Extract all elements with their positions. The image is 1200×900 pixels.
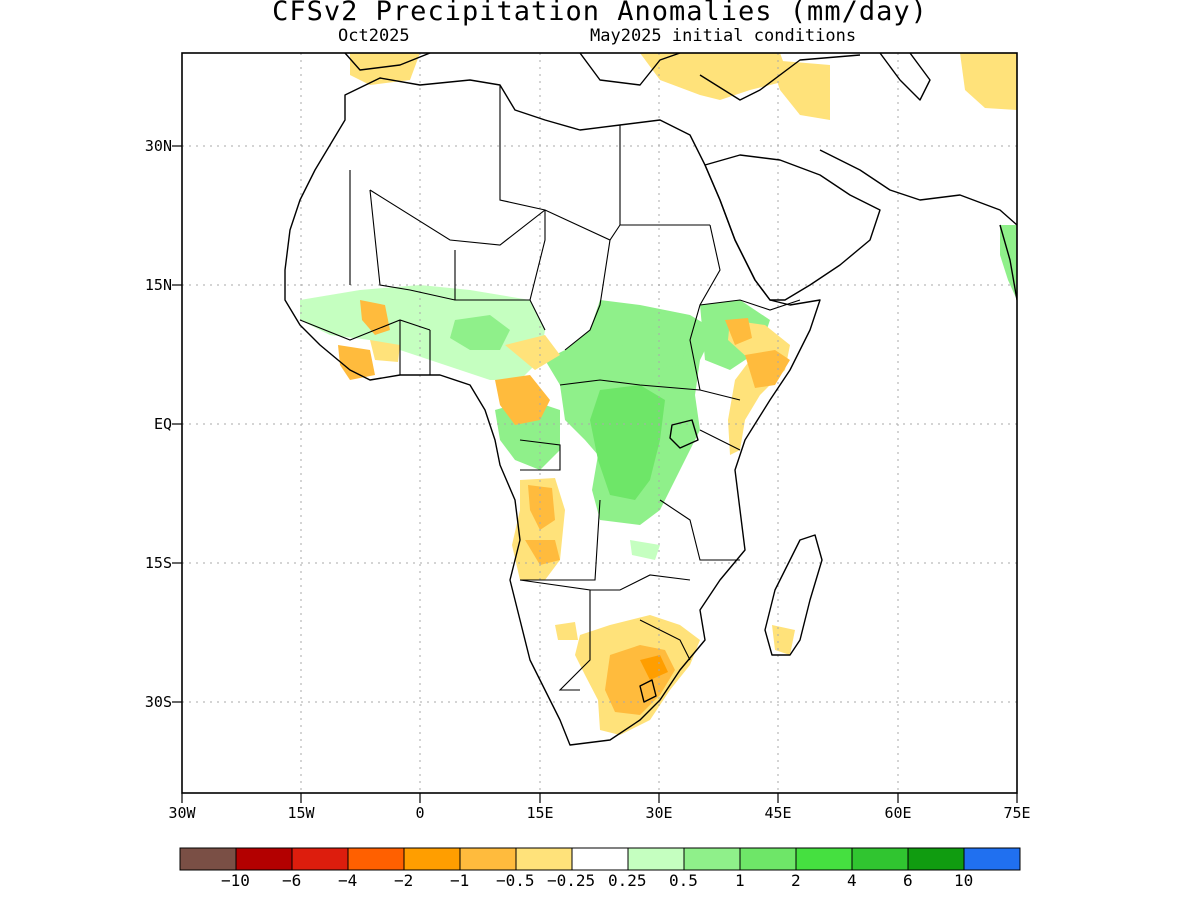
- dry-anomaly-west-coast: [360, 300, 390, 335]
- anomaly-shading: [300, 53, 1017, 735]
- dry-anomaly-lesotho: [640, 655, 668, 680]
- wet-anomaly-mozambique: [630, 540, 660, 560]
- colorbar-swatch: [235, 847, 293, 871]
- dry-anomaly-madagascar: [772, 625, 795, 655]
- colorbar-swatch: [963, 847, 1021, 871]
- lake-victoria: [669, 419, 699, 449]
- colorbar-label: 0.5: [669, 871, 698, 890]
- colorbar-label: −6: [282, 871, 302, 890]
- lesotho-border: [639, 679, 657, 703]
- dry-anomaly-angola-strong: [528, 485, 555, 530]
- caspian-coast: [879, 53, 931, 101]
- colorbar-swatch: [627, 847, 685, 871]
- dry-anomaly-nigeria-south: [505, 335, 560, 370]
- lon-label-60e: 60E: [884, 804, 912, 822]
- lon-label-15w: 15W: [287, 804, 315, 822]
- colorbar-swatch: [347, 847, 405, 871]
- mediterranean-north-coast: [344, 53, 861, 101]
- colorbar: [179, 847, 1021, 871]
- colorbar-swatch: [291, 847, 349, 871]
- india-coast: [999, 224, 1017, 301]
- arabia-coastline: [704, 154, 881, 301]
- colorbar-swatch: [739, 847, 797, 871]
- lon-label-75e: 75E: [1003, 804, 1031, 822]
- forecast-month: Oct2025: [338, 26, 410, 46]
- lon-label-30e: 30E: [645, 804, 673, 822]
- colorbar-label: −1: [450, 871, 470, 890]
- dry-anomaly-iran: [770, 60, 830, 120]
- wet-anomaly-india: [1000, 225, 1017, 300]
- colorbar-swatch: [851, 847, 909, 871]
- lon-label-30w: 30W: [168, 804, 196, 822]
- lat-label-15n: 15N: [144, 276, 172, 294]
- map-frame: [181, 52, 1018, 794]
- lon-label-0: 0: [415, 804, 425, 822]
- country-borders: [299, 85, 801, 691]
- colorbar-swatch: [459, 847, 517, 871]
- colorbar-label: 1: [735, 871, 745, 890]
- colorbar-label: −2: [394, 871, 414, 890]
- dry-anomaly-botswana-west: [555, 622, 578, 640]
- madagascar-coastline: [764, 534, 823, 656]
- dry-anomaly-cameroon: [495, 375, 550, 425]
- colorbar-label: 0.25: [608, 871, 647, 890]
- map-title: CFSv2 Precipitation Anomalies (mm/day): [272, 0, 928, 27]
- colorbar-label: −4: [338, 871, 358, 890]
- colorbar-label: −10: [221, 871, 250, 890]
- colorbar-label: 2: [791, 871, 801, 890]
- coastlines: [284, 53, 1017, 746]
- colorbar-swatch: [795, 847, 853, 871]
- dry-anomaly-somalia-strong: [745, 350, 790, 388]
- colorbar-swatch: [403, 847, 461, 871]
- colorbar-label: 4: [847, 871, 857, 890]
- colorbar-label: −0.25: [547, 871, 596, 890]
- dry-anomaly-ghana: [370, 340, 400, 362]
- persian-gulf-coast: [819, 149, 1017, 226]
- dry-anomaly-angola-south: [525, 540, 560, 565]
- wet-anomaly-sudan: [615, 320, 690, 370]
- colorbar-label: 6: [903, 871, 913, 890]
- dry-anomaly-caspian: [960, 53, 1017, 110]
- dry-anomaly-south-africa-strong: [605, 645, 675, 715]
- lat-label-30s: 30S: [144, 693, 172, 711]
- africa-coastline: [284, 77, 821, 746]
- colorbar-label: −0.5: [496, 871, 535, 890]
- lat-label-15s: 15S: [144, 554, 172, 572]
- colorbar-swatch: [179, 847, 237, 871]
- wet-anomaly-nigeria: [450, 315, 510, 350]
- wet-anomaly-central-africa-strong: [590, 385, 665, 500]
- initial-conditions: May2025 initial conditions: [590, 26, 857, 46]
- colorbar-label: 10: [954, 871, 974, 890]
- axis-ticks: [172, 145, 1018, 803]
- lat-label-eq: EQ: [153, 415, 172, 433]
- dry-anomaly-ethiopia: [725, 318, 752, 345]
- colorbar-swatch: [515, 847, 573, 871]
- colorbar-swatch: [571, 847, 629, 871]
- dry-anomaly-mediterranean-west: [350, 53, 420, 85]
- colorbar-swatch: [683, 847, 741, 871]
- lat-label-30n: 30N: [144, 137, 172, 155]
- dry-anomaly-sierra-leone: [338, 345, 375, 380]
- lon-label-45e: 45E: [764, 804, 792, 822]
- lon-label-15e: 15E: [526, 804, 554, 822]
- colorbar-swatch: [907, 847, 965, 871]
- dry-anomaly-mediterranean-east: [640, 53, 790, 100]
- gridlines: [182, 53, 1017, 793]
